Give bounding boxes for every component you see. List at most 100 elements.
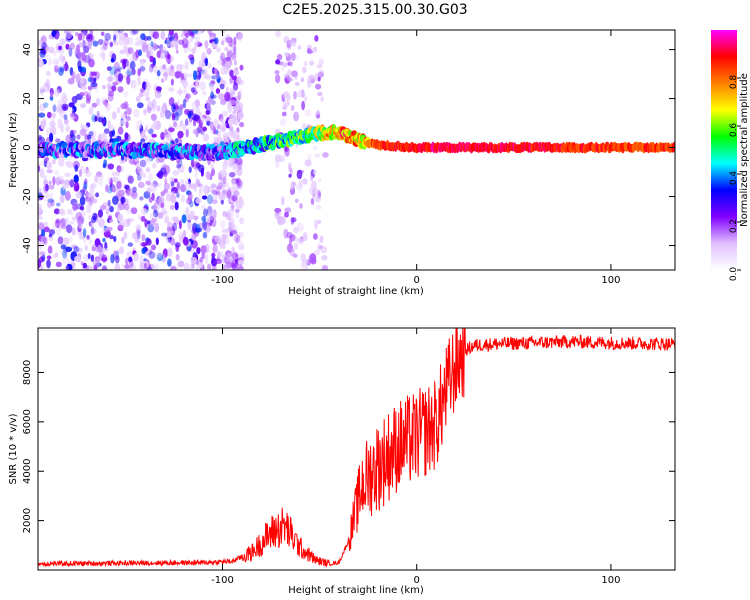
spectrogram-noise-blob — [57, 66, 64, 77]
spectrogram-noise-blob — [228, 208, 235, 219]
spectrogram-noise-blob — [79, 128, 87, 136]
spectrogram-noise-blob — [65, 31, 73, 40]
spectrogram-noise-blob — [306, 79, 312, 88]
spectrogram-noise-blob — [146, 35, 152, 41]
colorbar-tick-label: 0.2 — [729, 219, 739, 233]
spectrogram-noise-blob — [213, 73, 220, 80]
spectrogram-noise-blob — [294, 198, 299, 203]
spectrogram-noise-blob — [202, 220, 207, 231]
spectrogram-noise-blob — [180, 64, 184, 70]
spectrogram-noise-blob — [54, 65, 59, 73]
spectrogram-noise-blob — [88, 106, 94, 116]
spectrogram-noise-blob — [48, 46, 55, 54]
spectrogram-noise-blob — [315, 83, 322, 90]
spectrogram-noise-blob — [166, 193, 172, 202]
spectrogram-noise-blob — [185, 176, 189, 186]
spectrogram-noise-blob — [304, 109, 312, 117]
spectrogram-noise-blob — [148, 128, 154, 135]
spectrogram-noise-blob — [39, 49, 46, 58]
spectrogram-noise-blob — [65, 246, 73, 252]
spectrogram-noise-blob — [172, 170, 180, 176]
spectrogram-noise-blob — [39, 103, 46, 112]
spectrogram-noise-blob — [168, 69, 176, 77]
spectrogram-noise-blob — [176, 89, 184, 95]
spectrogram-noise-blob — [181, 37, 189, 48]
spectrogram-noise-blob — [143, 108, 147, 116]
spectrogram-noise-blob — [118, 126, 124, 135]
spectrogram-noise-blob — [109, 205, 114, 213]
spectrogram-noise-blob — [43, 194, 50, 203]
spectrogram-noise-blob — [133, 252, 140, 262]
spectrogram-noise-blob — [107, 75, 114, 82]
spectrogram-noise-blob — [314, 195, 321, 203]
spectrogram-noise-blob — [202, 126, 207, 132]
spectrogram-noise-blob — [203, 208, 208, 217]
spectrogram-noise-blob — [44, 157, 50, 162]
spectrogram-noise-blob — [191, 234, 197, 241]
spectrogram-noise-blob — [207, 212, 214, 221]
spectrogram-noise-blob — [297, 45, 302, 50]
spectrogram-noise-blob — [156, 253, 164, 262]
spectrogram-noise-blob — [153, 120, 159, 129]
spectrogram-noise-blob — [226, 252, 234, 260]
spectrogram-noise-blob — [66, 224, 73, 234]
spectrogram-noise-blob — [139, 196, 144, 201]
spectrogram-noise-blob — [96, 110, 100, 119]
spectrogram-noise-blob — [160, 78, 165, 83]
spectrogram-noise-blob — [286, 39, 292, 49]
spectrogram-noise-blob — [40, 45, 46, 55]
spectrogram-noise-blob — [167, 258, 172, 267]
spectrogram-noise-blob — [92, 246, 97, 252]
spectrogram-noise-blob — [186, 214, 194, 221]
spectrogram-noise-blob — [59, 194, 65, 204]
spectrogram-noise-blob — [220, 98, 227, 106]
spectrogram-noise-blob — [204, 57, 209, 67]
spectrogram-noise-blob — [222, 175, 227, 185]
spectrogram-noise-blob — [57, 122, 64, 129]
spectrogram-noise-blob — [274, 154, 282, 163]
spectrogram-noise-blob — [96, 171, 102, 178]
spectrogram-noise-blob — [210, 164, 215, 170]
spectrogram-noise-blob — [52, 222, 58, 231]
spectrogram-noise-blob — [66, 263, 73, 270]
spectrogram-noise-blob — [184, 60, 189, 67]
spectrogram-noise-blob — [124, 184, 130, 190]
spectrogram-noise-blob — [146, 187, 152, 195]
spectrogram-noise-blob — [182, 236, 189, 246]
spectrogram-noise-blob — [150, 244, 157, 251]
spectrogram-noise-blob — [48, 236, 54, 242]
spectrogram-noise-blob — [297, 222, 304, 232]
spectrogram-noise-blob — [129, 60, 136, 70]
spectrogram-noise-blob — [193, 182, 198, 193]
spectrogram-noise-blob — [145, 167, 151, 173]
spectrogram-noise-blob — [154, 222, 160, 233]
spectrogram-noise-blob — [72, 203, 78, 211]
spectrogram-noise-blob — [64, 172, 71, 177]
spectrogram-noise-blob — [40, 251, 46, 256]
spectrogram-noise-blob — [194, 99, 200, 108]
spectrogram-noise-blob — [171, 113, 176, 121]
spectrogram-noise-blob — [46, 255, 52, 260]
spectrogram-noise-blob — [111, 171, 117, 177]
spectrogram-noise-blob — [160, 191, 166, 197]
spectrogram-noise-blob — [45, 78, 51, 89]
spectrogram-noise-blob — [190, 183, 197, 191]
spectrogram-noise-blob — [281, 196, 285, 206]
spectrogram-noise-blob — [175, 254, 180, 261]
spectrogram-noise-blob — [293, 242, 299, 250]
spectrogram-noise-blob — [161, 232, 168, 237]
spectrogram-noise-blob — [190, 109, 194, 115]
y-tick-label: 2000 — [22, 508, 33, 533]
spectrogram-noise-blob — [301, 100, 305, 111]
spectrogram-noise-blob — [74, 255, 81, 263]
spectrogram-noise-blob — [200, 68, 208, 76]
x-tick-label: 0 — [414, 275, 420, 286]
spectrogram-noise-blob — [151, 42, 158, 51]
spectrogram-noise-blob — [128, 218, 135, 223]
spectrogram-noise-blob — [40, 160, 45, 167]
spectrogram-noise-blob — [97, 244, 101, 252]
spectrogram-panel: -100 0 100 -40 -20 0 20 40 Height of straight … — [8, 29, 676, 297]
spectrogram-noise-blob — [229, 99, 237, 106]
spectrogram-noise-blob — [296, 89, 302, 98]
spectrogram-noise-blob — [206, 194, 214, 205]
